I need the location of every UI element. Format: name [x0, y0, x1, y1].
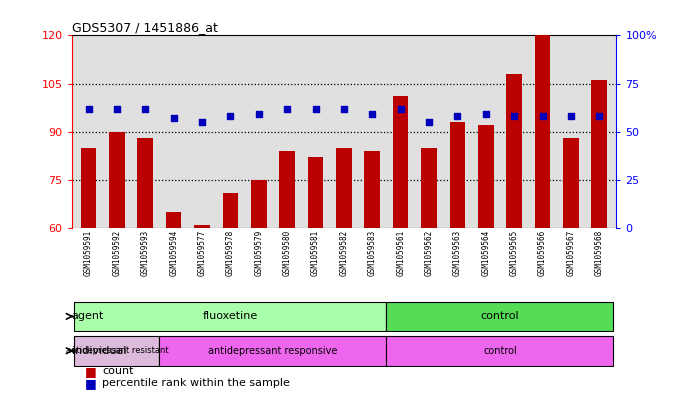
Text: GSM1059581: GSM1059581 — [311, 230, 320, 275]
Text: GSM1059578: GSM1059578 — [226, 230, 235, 275]
Text: GSM1059568: GSM1059568 — [595, 230, 604, 275]
Bar — [166, 212, 181, 228]
Bar — [393, 96, 409, 228]
Point — [537, 113, 548, 119]
Bar — [74, 302, 386, 331]
Text: GSM1059582: GSM1059582 — [339, 230, 349, 275]
Text: GDS5307 / 1451886_at: GDS5307 / 1451886_at — [72, 21, 217, 34]
Bar — [507, 74, 522, 228]
Text: ■: ■ — [85, 376, 97, 390]
Bar — [223, 193, 238, 228]
Bar — [535, 35, 550, 228]
Bar — [109, 132, 125, 228]
Point — [225, 113, 236, 119]
Point — [112, 105, 123, 112]
Bar — [159, 336, 386, 366]
Text: individual: individual — [72, 346, 126, 356]
Text: GSM1059580: GSM1059580 — [283, 230, 291, 275]
Bar — [279, 151, 295, 228]
Text: GSM1059592: GSM1059592 — [112, 230, 121, 275]
Text: GSM1059561: GSM1059561 — [396, 230, 405, 275]
Point — [424, 119, 434, 125]
Text: fluoxetine: fluoxetine — [203, 311, 258, 321]
Point — [310, 105, 321, 112]
Text: GSM1059583: GSM1059583 — [368, 230, 377, 275]
Text: GSM1059577: GSM1059577 — [197, 230, 206, 275]
Bar — [81, 148, 96, 228]
Point — [140, 105, 151, 112]
Bar — [74, 336, 159, 366]
Text: GSM1059579: GSM1059579 — [254, 230, 264, 275]
Bar — [592, 80, 607, 228]
Text: GSM1059562: GSM1059562 — [424, 230, 434, 275]
Text: antidepressant responsive: antidepressant responsive — [208, 346, 338, 356]
Point — [338, 105, 349, 112]
Bar — [386, 302, 614, 331]
Text: control: control — [483, 346, 517, 356]
Text: GSM1059564: GSM1059564 — [481, 230, 490, 275]
Point — [253, 111, 264, 118]
Point — [452, 113, 463, 119]
Point — [367, 111, 378, 118]
Bar — [251, 180, 266, 228]
Bar — [449, 122, 465, 228]
Text: GSM1059593: GSM1059593 — [141, 230, 150, 275]
Bar — [308, 157, 323, 228]
Bar — [563, 138, 579, 228]
Point — [197, 119, 208, 125]
Text: GSM1059594: GSM1059594 — [169, 230, 178, 275]
Point — [594, 113, 605, 119]
Bar — [138, 138, 153, 228]
Point — [509, 113, 520, 119]
Bar — [422, 148, 437, 228]
Text: GSM1059563: GSM1059563 — [453, 230, 462, 275]
Text: GSM1059591: GSM1059591 — [84, 230, 93, 275]
Text: percentile rank within the sample: percentile rank within the sample — [102, 378, 290, 388]
Text: count: count — [102, 366, 133, 376]
Bar — [364, 151, 380, 228]
Bar — [478, 125, 494, 228]
Point — [168, 115, 179, 121]
Text: agent: agent — [72, 311, 104, 321]
Text: ■: ■ — [85, 365, 97, 378]
Text: antidepressant resistant: antidepressant resistant — [65, 346, 168, 355]
Point — [480, 111, 491, 118]
Point — [83, 105, 94, 112]
Text: GSM1059567: GSM1059567 — [567, 230, 575, 275]
Point — [282, 105, 293, 112]
Point — [565, 113, 576, 119]
Text: GSM1059566: GSM1059566 — [538, 230, 547, 275]
Bar — [336, 148, 351, 228]
Bar — [194, 225, 210, 228]
Bar — [386, 336, 614, 366]
Point — [395, 105, 406, 112]
Text: control: control — [481, 311, 520, 321]
Text: GSM1059565: GSM1059565 — [509, 230, 519, 275]
